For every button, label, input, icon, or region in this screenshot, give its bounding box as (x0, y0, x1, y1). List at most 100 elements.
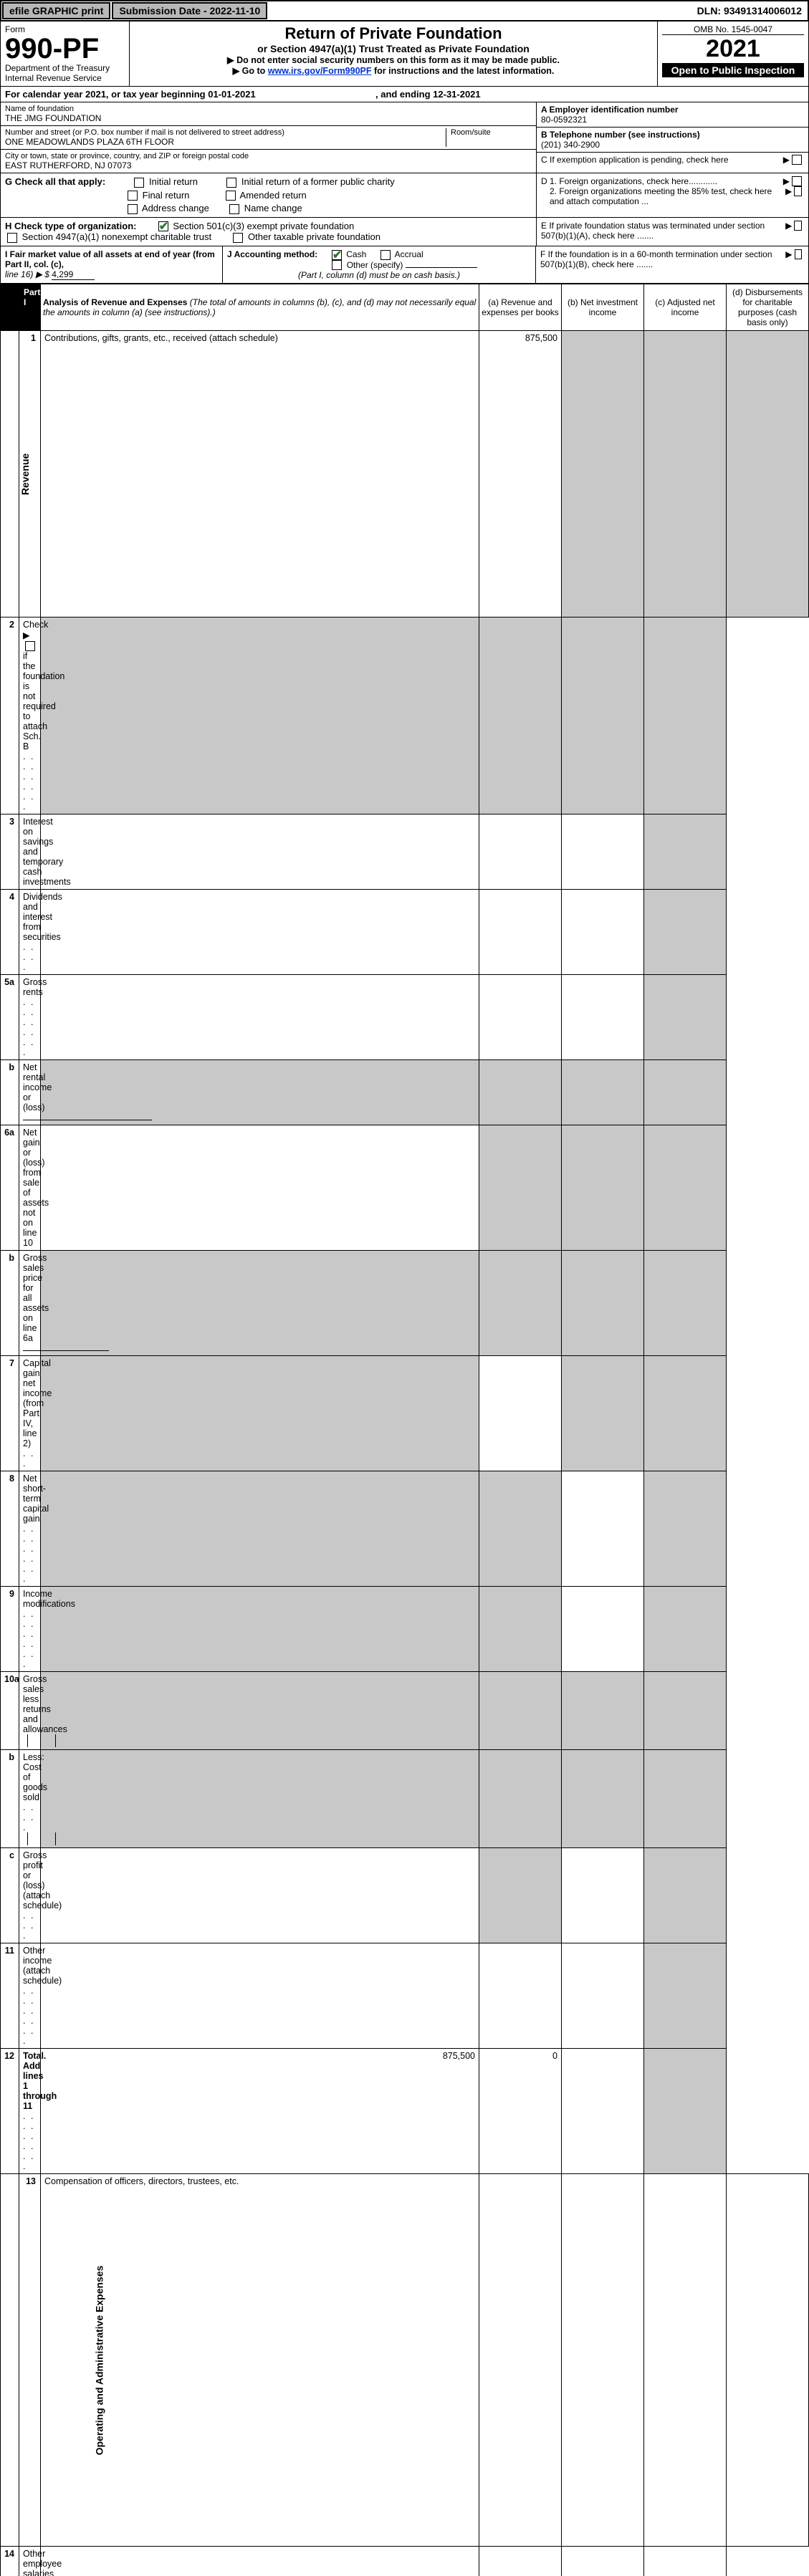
line-1-a: 875,500 (479, 331, 562, 617)
501c3-checkbox[interactable] (158, 221, 168, 231)
note-goto-pre: ▶ Go to (233, 66, 268, 76)
cal-end: , and ending 12-31-2021 (375, 89, 481, 100)
amended-return-checkbox[interactable] (226, 191, 236, 201)
section-i-j-f: I Fair market value of all assets at end… (0, 246, 809, 284)
line-12-a: 875,500 (41, 2049, 479, 2174)
part1-table: Part I Analysis of Revenue and Expenses … (0, 284, 809, 2576)
other-taxable-label: Other taxable private foundation (248, 231, 380, 242)
line-11: Other income (attach schedule) (19, 1943, 41, 2049)
foundation-name: THE JMG FOUNDATION (5, 113, 532, 123)
address-label: Number and street (or P.O. box number if… (5, 128, 446, 137)
initial-return-pubchar-checkbox[interactable] (226, 178, 236, 188)
exemption-pending-label: C If exemption application is pending, c… (541, 155, 729, 165)
calendar-year-row: For calendar year 2021, or tax year begi… (0, 87, 809, 102)
other-method-checkbox[interactable] (332, 260, 342, 270)
501c3-label: Section 501(c)(3) exempt private foundat… (173, 221, 354, 231)
schb-checkbox[interactable] (25, 641, 35, 651)
ein: 80-0592321 (541, 115, 804, 125)
line-4: Dividends and interest from securities (19, 890, 41, 975)
line-6a: Net gain or (loss) from sale of assets n… (19, 1125, 41, 1251)
4947a1-checkbox[interactable] (7, 233, 17, 243)
col-a-header: (a) Revenue and expenses per books (479, 284, 562, 331)
phone-label: B Telephone number (see instructions) (541, 130, 804, 140)
j-note: (Part I, column (d) must be on cash basi… (227, 270, 531, 280)
arrow-icon: ▶ (785, 249, 792, 281)
col-b-header: (b) Net investment income (562, 284, 644, 331)
line-6b: Gross sales price for all assets on line… (19, 1251, 41, 1356)
other-taxable-checkbox[interactable] (233, 233, 243, 243)
initial-return-checkbox[interactable] (134, 178, 144, 188)
arrow-icon: ▶ (785, 186, 792, 206)
expenses-sidelabel: Operating and Administrative Expenses (93, 2265, 105, 2455)
dept-treasury: Department of the Treasury (5, 63, 125, 73)
final-return-checkbox[interactable] (128, 191, 138, 201)
d2-checkbox[interactable] (794, 186, 802, 196)
line-9: Income modifications (19, 1587, 41, 1672)
topbar: efile GRAPHIC print Submission Date - 20… (0, 0, 809, 21)
exemption-pending-checkbox[interactable] (792, 155, 802, 165)
ein-label: A Employer identification number (541, 105, 804, 115)
open-to-public: Open to Public Inspection (662, 63, 804, 77)
dept-irs: Internal Revenue Service (5, 73, 125, 83)
phone: (201) 340-2900 (541, 140, 804, 150)
4947a1-label: Section 4947(a)(1) nonexempt charitable … (22, 231, 211, 242)
d1-checkbox[interactable] (792, 176, 802, 186)
cash-checkbox[interactable] (332, 250, 342, 260)
accrual-checkbox[interactable] (380, 250, 391, 260)
section-g-d: G Check all that apply: Initial return I… (0, 173, 809, 218)
h-label: H Check type of organization: (5, 221, 136, 231)
line-10b: Less: Cost of goods sold (19, 1750, 41, 1848)
i-line16: line 16) ▶ $ (5, 269, 49, 279)
f-label: F If the foundation is in a 60-month ter… (540, 249, 785, 281)
line-14: Other employee salaries and wages (19, 2547, 41, 2576)
form-number: 990-PF (5, 34, 125, 63)
return-subtitle: or Section 4947(a)(1) Trust Treated as P… (134, 43, 653, 54)
e-checkbox[interactable] (794, 221, 802, 231)
part1-label: Part I (19, 284, 40, 310)
revenue-sidelabel: Revenue (19, 453, 31, 495)
foundation-name-label: Name of foundation (5, 105, 532, 113)
room-label: Room/suite (451, 128, 532, 137)
line-5a: Gross rents (19, 975, 41, 1060)
line-12-b: 0 (479, 2049, 562, 2174)
line-5b: Net rental income or (loss) (19, 1060, 41, 1125)
address-change-label: Address change (142, 203, 209, 213)
return-title: Return of Private Foundation (134, 24, 653, 43)
address: ONE MEADOWLANDS PLAZA 6TH FLOOR (5, 137, 446, 147)
fmv-value: 4,299 (52, 269, 95, 280)
line-2: Check ▶ if the foundation is not require… (19, 617, 41, 814)
arrow-icon: ▶ (783, 176, 790, 186)
line-7: Capital gain net income (from Part IV, l… (19, 1356, 41, 1471)
accrual-label: Accrual (395, 249, 423, 259)
efile-print-button[interactable]: efile GRAPHIC print (2, 2, 110, 19)
line-3: Interest on savings and temporary cash i… (19, 814, 41, 890)
amended-return-label: Amended return (240, 190, 307, 201)
e-label: E If private foundation status was termi… (541, 221, 785, 243)
cash-label: Cash (346, 249, 366, 259)
initial-return-pubchar-label: Initial return of a former public charit… (241, 176, 395, 187)
line-12: Total. Add lines 1 through 11 (19, 2049, 41, 2174)
city-label: City or town, state or province, country… (5, 152, 532, 160)
form990pf-link[interactable]: www.irs.gov/Form990PF (268, 66, 372, 76)
d1-label: D 1. Foreign organizations, check here..… (541, 176, 717, 186)
note-ssn: ▶ Do not enter social security numbers o… (134, 54, 653, 65)
omb-number: OMB No. 1545-0047 (662, 24, 804, 35)
arrow-icon: ▶ (783, 155, 790, 165)
line-10c: Gross profit or (loss) (attach schedule) (19, 1848, 41, 1943)
note-goto-post: for instructions and the latest informat… (372, 66, 555, 76)
part1-title: Analysis of Revenue and Expenses (43, 297, 187, 307)
address-change-checkbox[interactable] (128, 204, 138, 214)
line-8: Net short-term capital gain (19, 1471, 41, 1587)
name-change-label: Name change (244, 203, 302, 213)
tax-year: 2021 (662, 35, 804, 63)
col-c-header: (c) Adjusted net income (644, 284, 727, 331)
final-return-label: Final return (143, 190, 190, 201)
submission-date: Submission Date - 2022-11-10 (112, 2, 267, 19)
arrow-icon: ▶ (785, 221, 792, 243)
name-change-checkbox[interactable] (229, 204, 239, 214)
initial-return-label: Initial return (149, 176, 198, 187)
j-label: J Accounting method: (227, 249, 317, 259)
info-section: Name of foundation THE JMG FOUNDATION Nu… (0, 102, 809, 173)
f-checkbox[interactable] (795, 249, 802, 259)
line-13: Compensation of officers, directors, tru… (41, 2174, 479, 2547)
